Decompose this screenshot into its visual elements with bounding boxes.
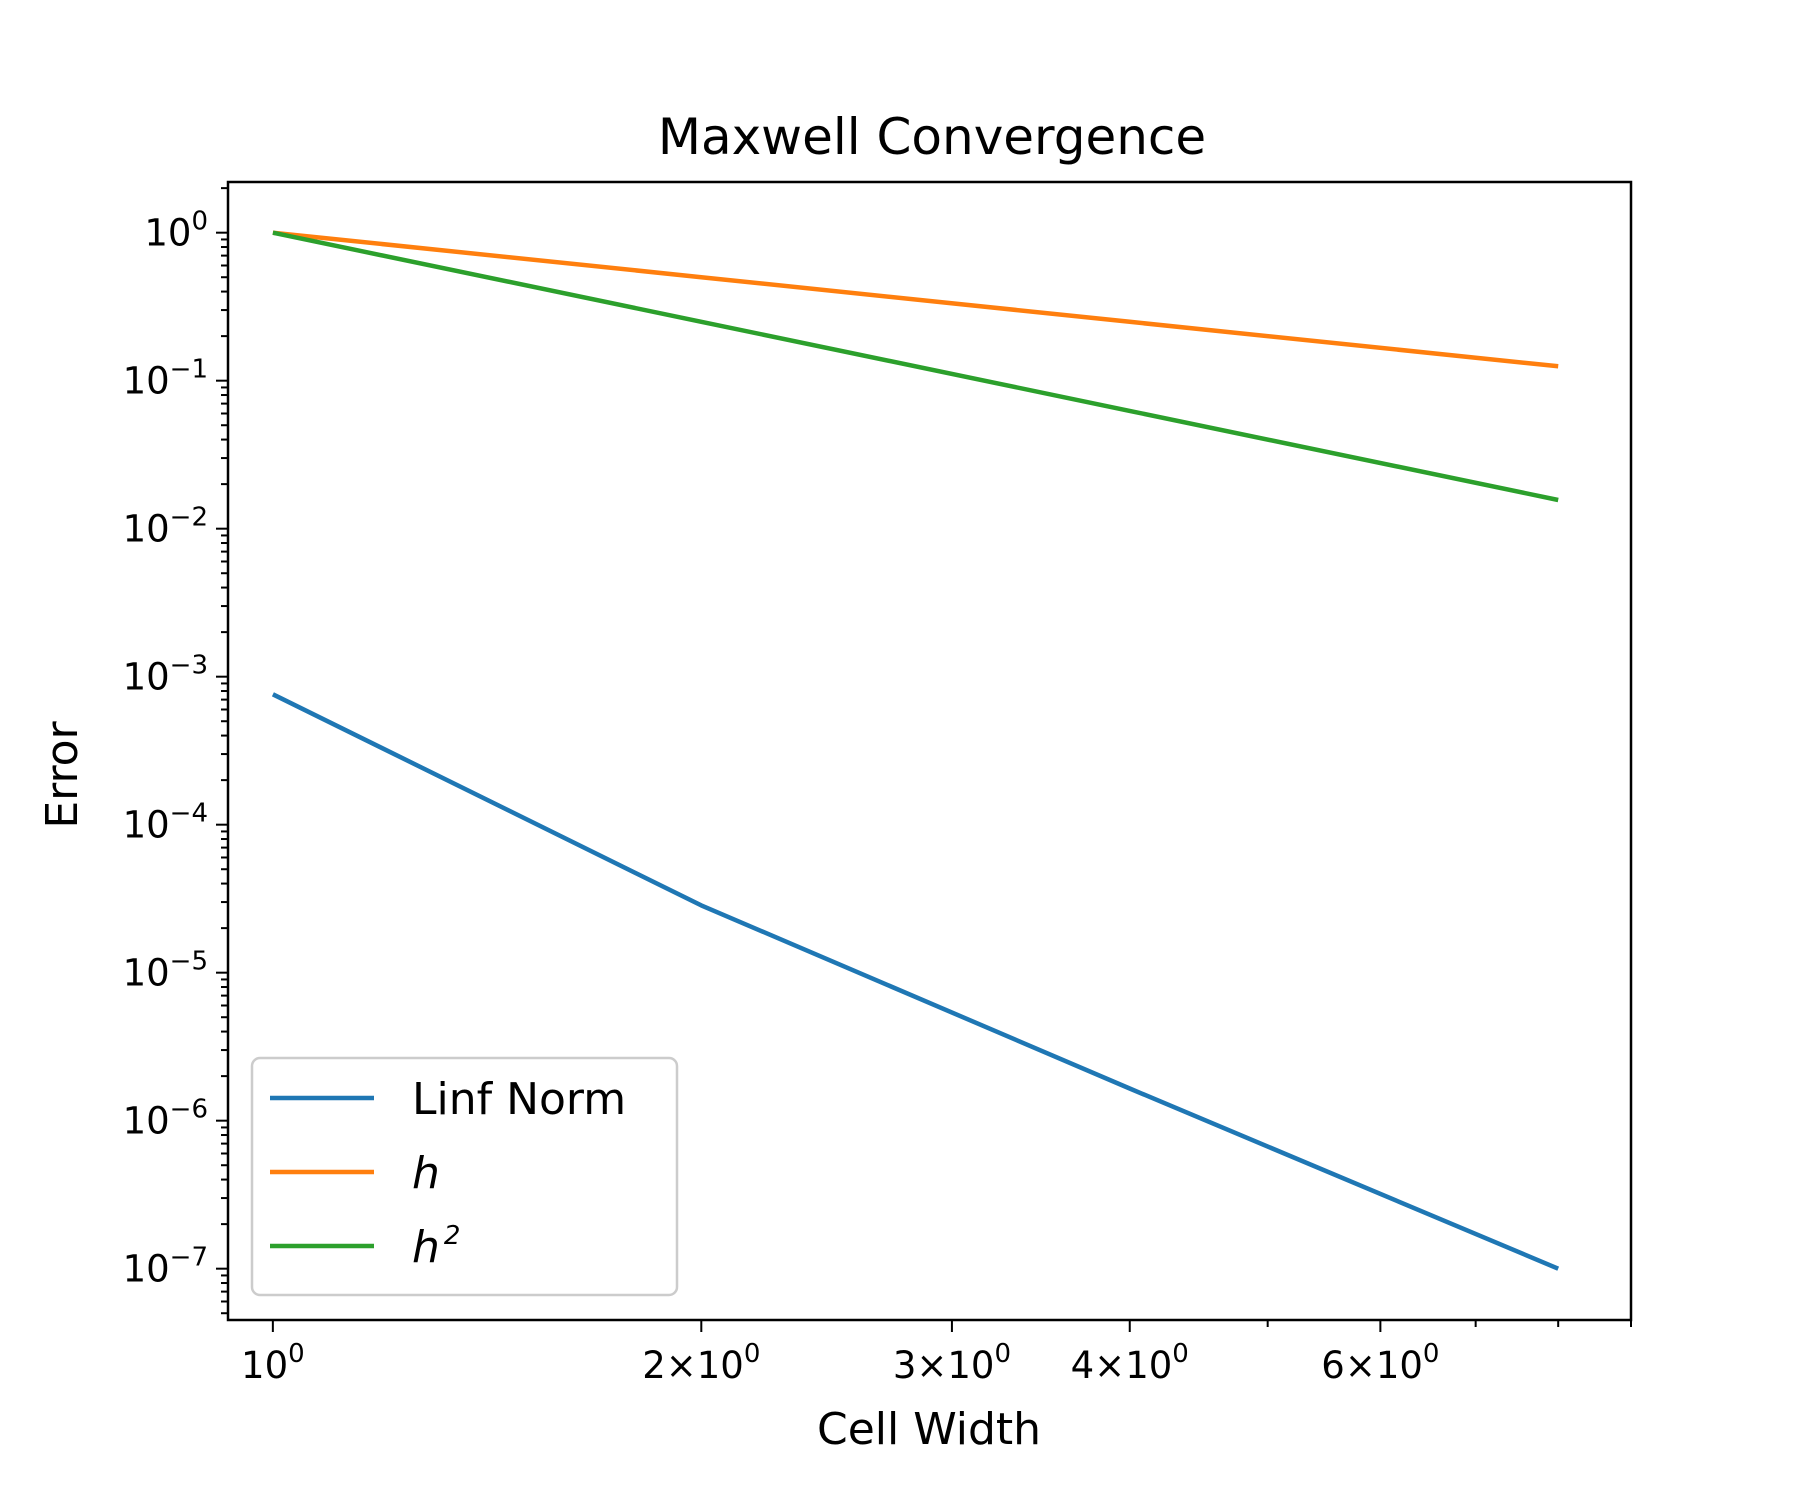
axes-frame bbox=[226, 180, 1633, 1322]
x-ticks: 100 2×100 3×100 4×100 6×100 bbox=[241, 1320, 1632, 1387]
y-tick-label: 10−2 bbox=[123, 503, 208, 551]
y-tick-label: 10−1 bbox=[123, 355, 208, 403]
series-line-1 bbox=[272, 230, 1559, 369]
legend-label-1: h bbox=[412, 1148, 440, 1199]
legend: Linf Norm h h 2 bbox=[250, 1056, 679, 1297]
series-line-2 bbox=[272, 230, 1559, 503]
y-tick-label: 10−7 bbox=[123, 1243, 208, 1291]
x-tick-label: 4×100 bbox=[1071, 1339, 1189, 1387]
x-tick-label: 6×100 bbox=[1321, 1339, 1439, 1387]
y-tick-label: 10−3 bbox=[123, 651, 208, 699]
series-line-0 bbox=[271, 692, 1560, 1271]
y-tick-label: 10−4 bbox=[123, 799, 208, 847]
plot-lines bbox=[271, 230, 1560, 1271]
y-ticks: 100 10−1 10−2 10−3 10−4 10−5 10−6 10−7 bbox=[123, 187, 228, 1315]
x-axis-label: Cell Width bbox=[817, 1404, 1041, 1455]
legend-box bbox=[250, 1056, 679, 1297]
chart-title: Maxwell Convergence bbox=[658, 108, 1206, 166]
y-tick-label: 100 bbox=[144, 207, 208, 255]
x-tick-label: 3×100 bbox=[893, 1339, 1011, 1387]
y-tick-label: 10−6 bbox=[123, 1095, 208, 1143]
y-axis-label: Error bbox=[37, 720, 88, 828]
x-tick-label: 100 bbox=[241, 1339, 305, 1387]
y-tick-label: 10−5 bbox=[123, 947, 208, 995]
legend-label-0: Linf Norm bbox=[412, 1074, 626, 1125]
x-tick-label: 2×100 bbox=[642, 1339, 760, 1387]
